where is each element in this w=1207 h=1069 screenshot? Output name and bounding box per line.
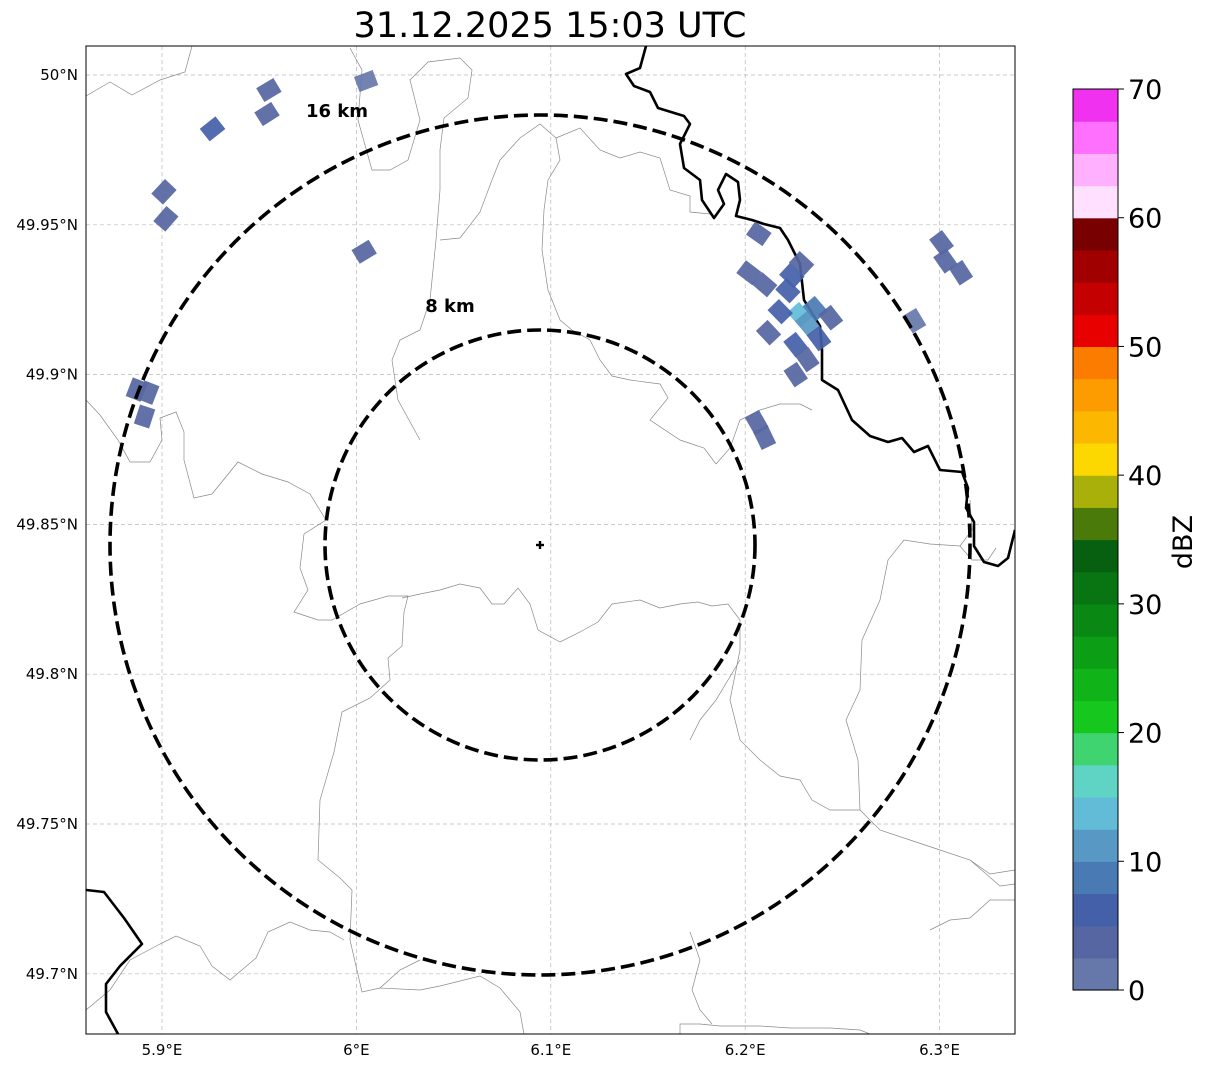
lon-tick-label: 6.3°E [919, 1041, 960, 1059]
borders-layer [86, 46, 1015, 1034]
colorbar-cell [1073, 893, 1118, 927]
lat-tick-label: 49.95°N [16, 216, 78, 234]
radar-echo [746, 221, 772, 247]
radar-echo [151, 179, 177, 205]
radar-echo [783, 331, 809, 358]
colorbar-tick-label: 70 [1128, 75, 1162, 106]
colorbar-tick-label: 40 [1128, 461, 1162, 492]
colorbar-cell [1073, 668, 1118, 701]
colorbar-cell [1073, 507, 1118, 541]
radar-echo [767, 298, 793, 325]
radar-echo [806, 325, 832, 352]
colorbar-tick-label: 50 [1128, 332, 1162, 363]
colorbar-tick-label: 60 [1128, 204, 1162, 235]
colorbar-cell [1073, 925, 1118, 959]
colorbar-cell [1073, 346, 1118, 380]
colorbar-cell [1073, 410, 1118, 444]
radar-echo [775, 277, 801, 304]
colorbar-cell [1073, 829, 1118, 862]
gridlines [86, 46, 1015, 1034]
radar-echo [795, 346, 820, 373]
radar-echo [254, 101, 280, 127]
national-borders [86, 46, 1015, 1034]
lon-tick-label: 6.1°E [530, 1041, 571, 1059]
colorbar-cell [1073, 314, 1118, 348]
radar-echo [753, 425, 777, 451]
colorbar-frame [1072, 88, 1119, 991]
colorbar-cell [1073, 153, 1118, 187]
lon-tick-label: 5.9°E [142, 1041, 183, 1059]
radar-echo [256, 77, 282, 102]
colorbar-cell [1073, 636, 1118, 669]
ring-label-8km: 8 km [425, 296, 475, 317]
radar-echoes [125, 69, 974, 451]
colorbar-tick-label: 30 [1128, 590, 1162, 621]
colorbar-cell [1073, 603, 1118, 637]
colorbar-cell [1073, 571, 1118, 605]
radar-echo [353, 69, 379, 92]
colorbar-label: dBZ [1168, 515, 1199, 569]
colorbar-cell [1073, 442, 1118, 476]
radar-echo [783, 361, 808, 388]
radar-echo [755, 319, 782, 346]
radar-echo [779, 263, 805, 289]
radar-echo [133, 404, 156, 429]
colorbar-cells [1073, 89, 1118, 991]
radar-echo [751, 272, 778, 298]
lat-tick-label: 49.8°N [26, 665, 78, 683]
radar-echo [902, 308, 927, 334]
map-title: 31.12.2025 15:03 UTC [354, 6, 747, 46]
lat-tick-label: 49.85°N [16, 515, 78, 533]
colorbar-cell [1073, 378, 1118, 412]
colorbar: 0 10 20 30 40 50 60 70 dBZ [1072, 75, 1199, 1007]
radar-echo [788, 251, 815, 277]
radar-echo [818, 304, 844, 331]
radar-site-marker [536, 541, 544, 549]
colorbar-cell [1073, 121, 1118, 154]
colorbar-cell [1073, 764, 1118, 798]
colorbar-tick-label: 0 [1128, 976, 1145, 1007]
colorbar-cell [1073, 732, 1118, 766]
radar-echo [153, 206, 179, 232]
radar-echo [351, 239, 377, 264]
colorbar-cell [1073, 957, 1118, 991]
colorbar-cell [1073, 861, 1118, 895]
lat-tick-label: 50°N [40, 66, 78, 84]
ring-label-16km: 16 km [306, 101, 368, 122]
radar-echo [199, 116, 226, 142]
map-frame [85, 45, 1016, 1035]
lat-tick-label: 49.7°N [26, 965, 78, 983]
colorbar-cell [1073, 249, 1118, 283]
colorbar-cell [1073, 217, 1118, 251]
colorbar-cell [1073, 475, 1118, 508]
map-area: 8 km 16 km 5.9°E 6°E 6.1°E 6.2°E 6.3°E 50°N 49… [16, 45, 1016, 1059]
range-ring-8km [323, 328, 757, 762]
range-ring-16km [108, 113, 972, 977]
lon-tick-label: 6°E [343, 1041, 370, 1059]
axis-tick-labels: 5.9°E 6°E 6.1°E 6.2°E 6.3°E 50°N 49.95°N 49.9°N… [16, 66, 960, 1059]
colorbar-ticks: 0 10 20 30 40 50 60 70 [1118, 75, 1162, 1007]
colorbar-cell [1073, 539, 1118, 573]
radar-echo [736, 260, 762, 286]
colorbar-cell [1073, 282, 1118, 315]
radar-echo [948, 259, 974, 286]
lat-tick-label: 49.9°N [26, 366, 78, 384]
range-rings: 8 km 16 km [108, 101, 972, 977]
colorbar-cell [1073, 700, 1118, 734]
lon-tick-label: 6.2°E [725, 1041, 766, 1059]
admin-borders [86, 46, 1015, 1034]
radar-echo [794, 310, 820, 337]
colorbar-cell [1073, 185, 1118, 219]
radar-echo [137, 380, 160, 405]
colorbar-tick-label: 20 [1128, 719, 1162, 750]
colorbar-cell [1073, 89, 1118, 122]
colorbar-tick-label: 10 [1128, 847, 1162, 878]
lat-tick-label: 49.75°N [16, 815, 78, 833]
colorbar-cell [1073, 796, 1118, 830]
radar-echo [929, 230, 954, 256]
